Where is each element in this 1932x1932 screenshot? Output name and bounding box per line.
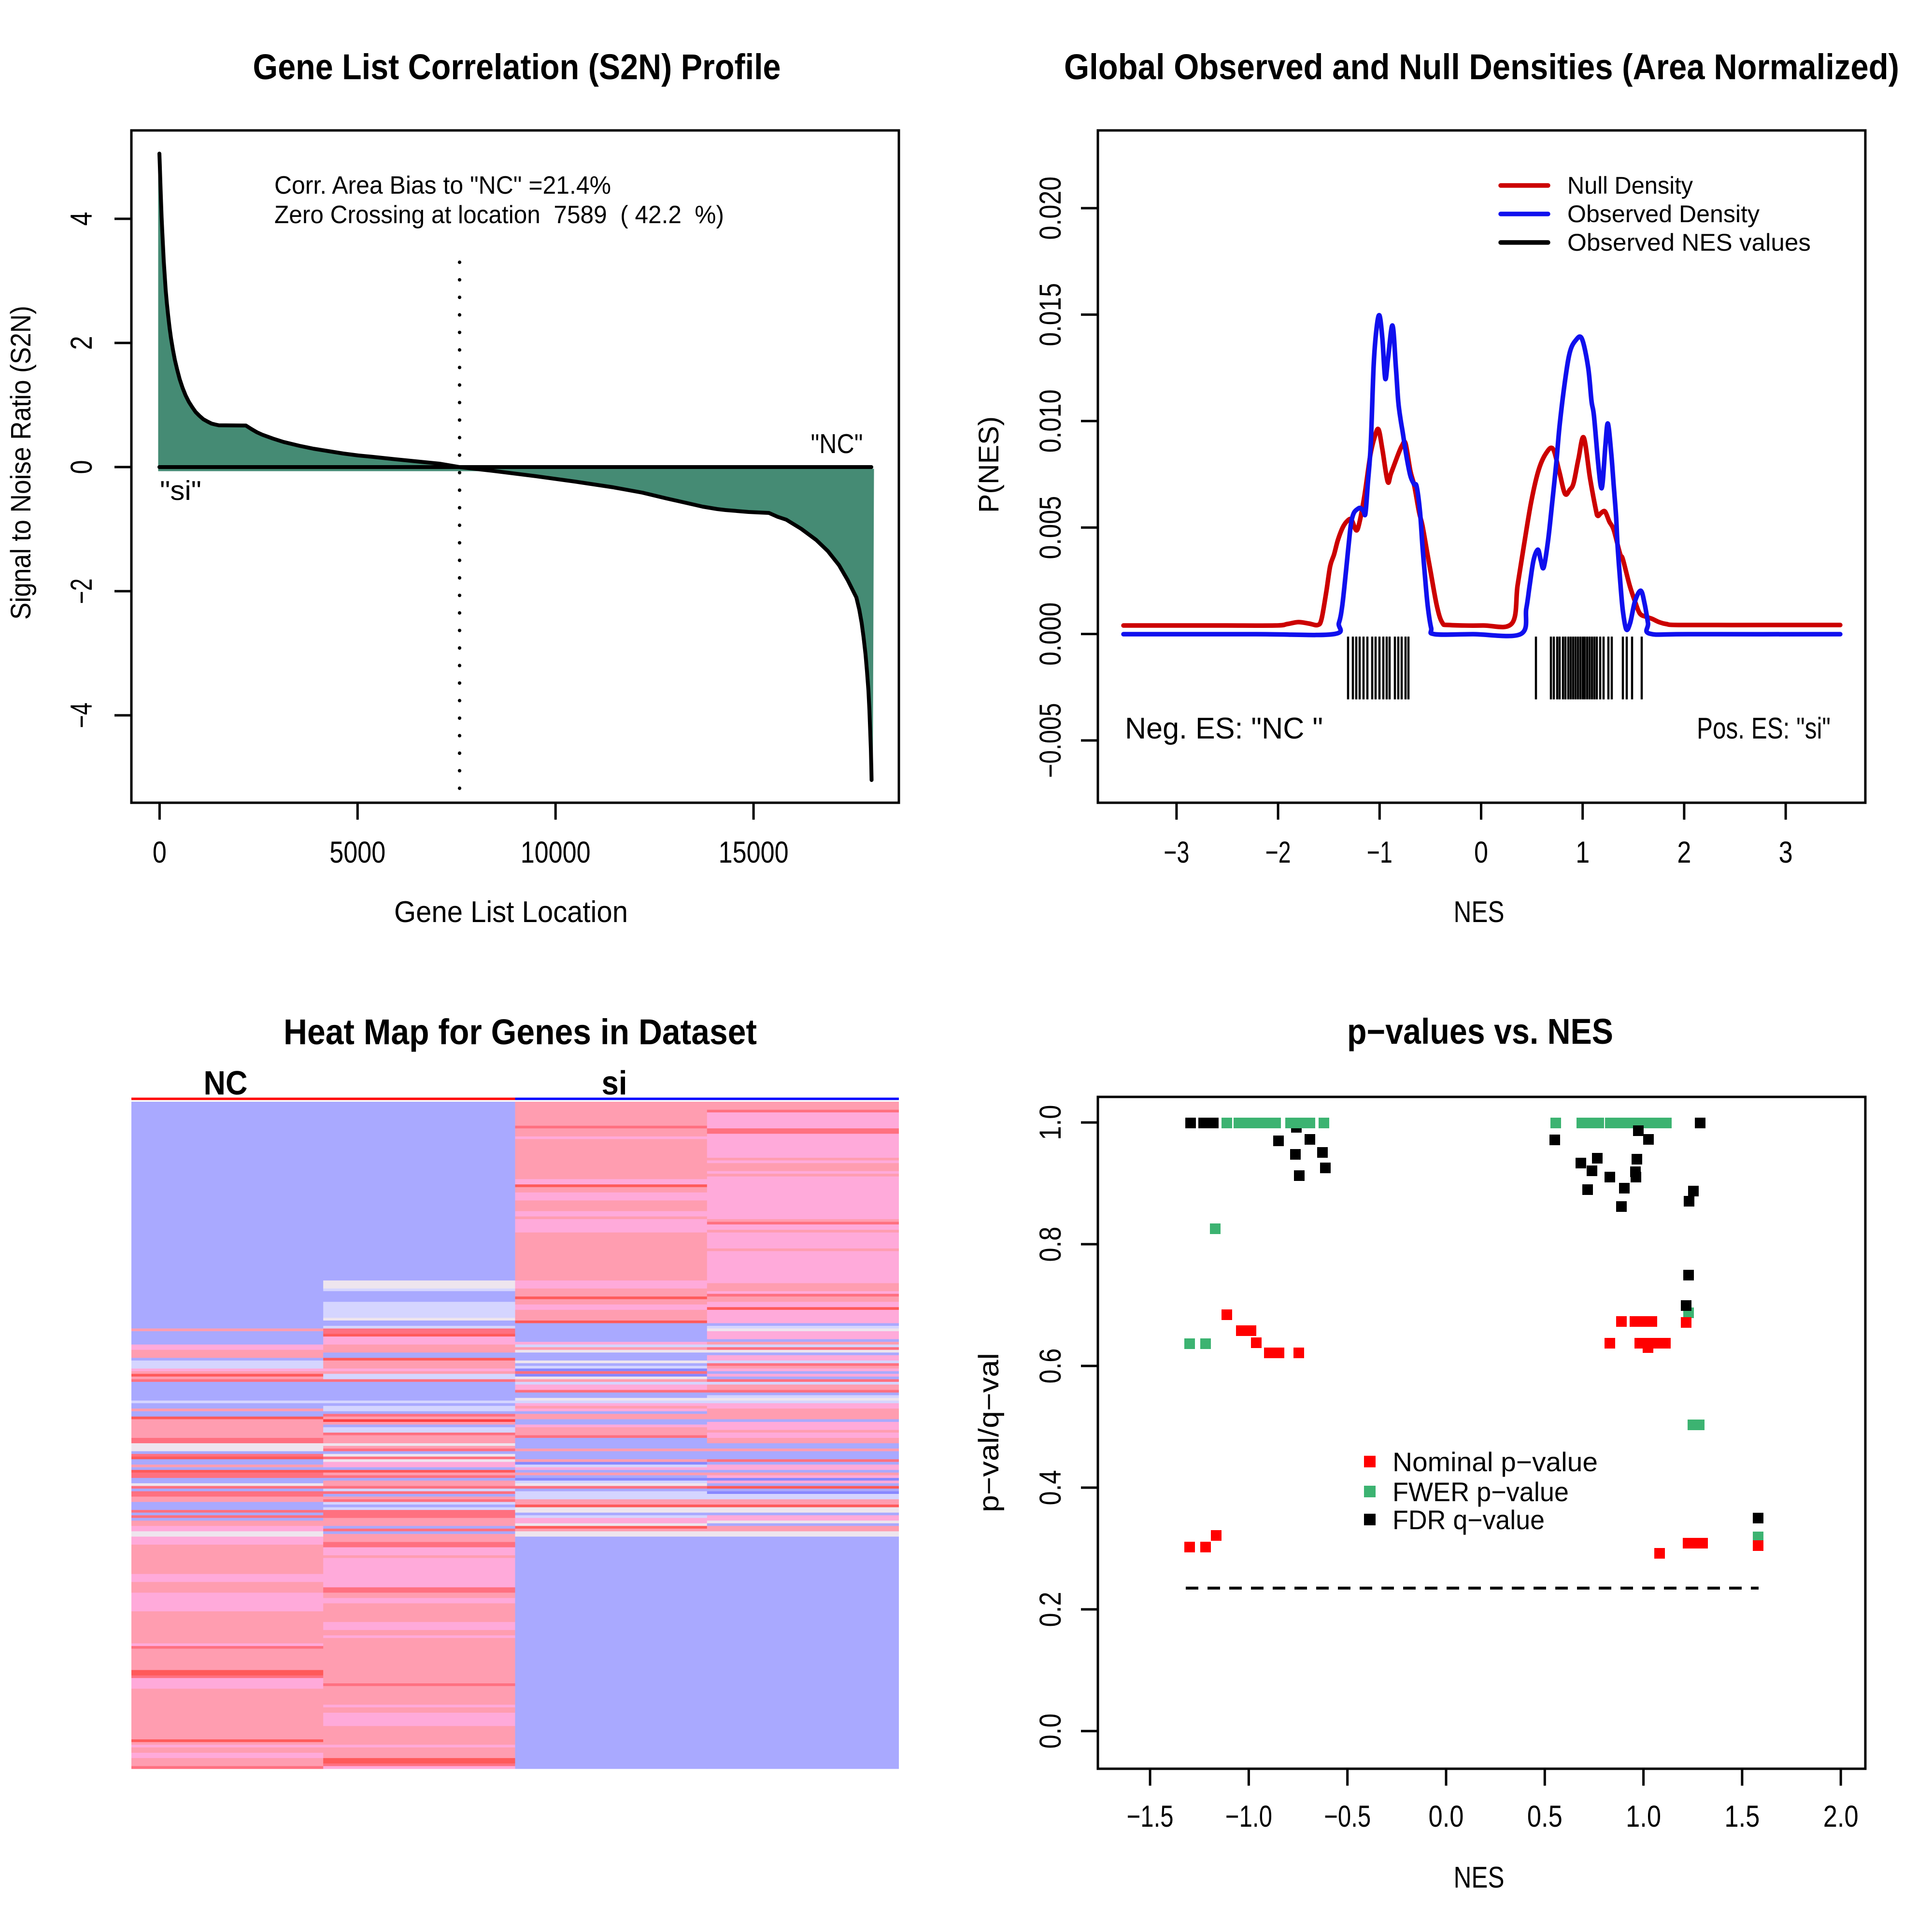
svg-text:0.8: 0.8 [1034,1227,1067,1262]
svg-text:Observed Density: Observed Density [1567,200,1760,227]
svg-text:FDR q−value: FDR q−value [1392,1505,1545,1535]
svg-text:Neg. ES: "NC ": Neg. ES: "NC " [1125,712,1323,745]
svg-text:15000: 15000 [719,836,789,869]
svg-text:0.2: 0.2 [1034,1592,1067,1627]
svg-text:−1.5: −1.5 [1127,1800,1174,1833]
svg-text:2.0: 2.0 [1823,1800,1859,1833]
svg-text:2: 2 [65,336,99,350]
svg-text:Gene List Correlation (S2N) Pr: Gene List Correlation (S2N) Profile [253,47,781,87]
svg-text:Zero Crossing at location 758: Zero Crossing at location 7589 ( 42.2 %) [274,201,724,229]
svg-text:−3: −3 [1164,836,1189,869]
svg-text:−2: −2 [65,579,99,604]
svg-text:"si": "si" [160,475,201,506]
svg-text:FWER p−value: FWER p−value [1392,1477,1569,1507]
svg-text:−4: −4 [65,703,99,728]
svg-text:1.5: 1.5 [1724,1800,1760,1833]
svg-text:Pos. ES: "si": Pos. ES: "si" [1697,712,1831,745]
svg-text:0: 0 [65,460,99,474]
svg-text:NES: NES [1454,895,1505,929]
svg-text:Null Density: Null Density [1567,172,1693,199]
svg-text:0.015: 0.015 [1034,283,1067,346]
svg-text:0.005: 0.005 [1034,496,1067,559]
svg-text:0.020: 0.020 [1034,177,1067,240]
svg-text:10000: 10000 [521,836,591,869]
svg-text:0.4: 0.4 [1034,1470,1067,1506]
svg-text:3: 3 [1779,836,1793,869]
svg-text:0.6: 0.6 [1034,1349,1067,1384]
svg-text:1.0: 1.0 [1626,1800,1661,1833]
svg-text:Global Observed and Null Densi: Global Observed and Null Densities (Area… [1064,47,1899,87]
svg-text:0.010: 0.010 [1034,389,1067,453]
svg-text:"NC": "NC" [811,428,863,459]
svg-text:NC: NC [204,1064,248,1102]
svg-text:0: 0 [1474,836,1488,869]
svg-text:Observed NES values: Observed NES values [1567,229,1811,256]
svg-text:si: si [602,1064,627,1102]
svg-text:−0.5: −0.5 [1324,1800,1371,1833]
svg-text:−2: −2 [1265,836,1291,869]
svg-text:NES: NES [1454,1861,1505,1894]
svg-text:0.0: 0.0 [1429,1800,1464,1833]
svg-text:0.0: 0.0 [1034,1714,1067,1749]
svg-text:0: 0 [153,836,167,869]
svg-text:5000: 5000 [329,836,385,869]
svg-text:0.5: 0.5 [1527,1800,1563,1833]
svg-text:4: 4 [65,212,99,226]
svg-text:−0.005: −0.005 [1034,703,1067,778]
svg-text:p−val/q−val: p−val/q−val [973,1353,1005,1512]
svg-text:Nominal p−value: Nominal p−value [1392,1447,1598,1477]
svg-text:0.000: 0.000 [1034,602,1067,666]
svg-text:Corr. Area Bias to "NC" =21.4%: Corr. Area Bias to "NC" =21.4% [274,171,611,199]
svg-text:Signal to Noise Ratio (S2N): Signal to Noise Ratio (S2N) [5,306,37,620]
svg-text:1.0: 1.0 [1034,1105,1067,1140]
svg-text:Gene List Location: Gene List Location [394,895,628,929]
svg-text:P(NES): P(NES) [973,416,1005,513]
svg-text:−1: −1 [1367,836,1392,869]
svg-text:−1.0: −1.0 [1225,1800,1272,1833]
svg-text:1: 1 [1576,836,1590,869]
svg-text:2: 2 [1677,836,1691,869]
svg-text:Heat Map for Genes in Dataset: Heat Map for Genes in Dataset [284,1012,757,1052]
svg-text:p−values vs. NES: p−values vs. NES [1347,1011,1613,1051]
